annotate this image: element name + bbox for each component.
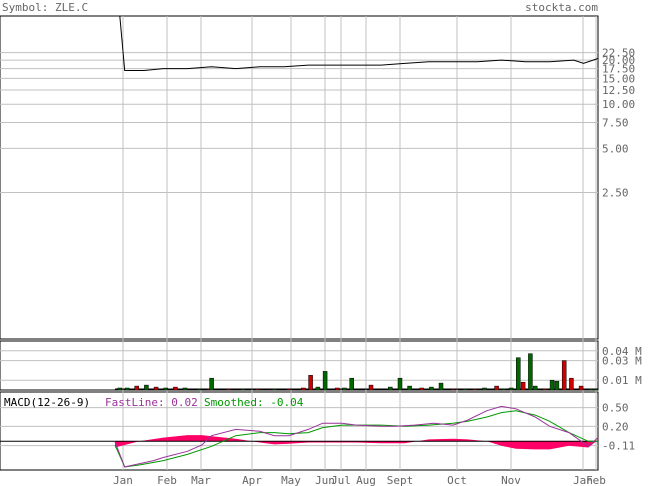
volume-panel-frame bbox=[0, 340, 599, 391]
volume-bar bbox=[197, 388, 202, 391]
month-label: Jun bbox=[315, 474, 335, 486]
symbol-label: Symbol: ZLE.C bbox=[2, 1, 88, 14]
volume-bar bbox=[163, 387, 168, 391]
macd-title: MACD(12-26-9) bbox=[4, 396, 90, 409]
macd-histogram bbox=[115, 435, 598, 450]
month-label: Nov bbox=[501, 474, 521, 486]
macd-layer bbox=[0, 405, 599, 468]
smoothed-label: Smoothed: -0.04 bbox=[204, 396, 304, 409]
month-label: Sept bbox=[387, 474, 414, 486]
volume-bar bbox=[388, 386, 393, 391]
volume-bar bbox=[301, 387, 306, 391]
price-tick-label: 2.50 bbox=[602, 186, 629, 199]
price-tick-label: 22.50 bbox=[602, 47, 635, 60]
volume-bar bbox=[549, 379, 555, 391]
volume-bar bbox=[182, 387, 188, 391]
price-tick-label: 10.00 bbox=[602, 98, 635, 111]
volume-tick-label: 0.04 M bbox=[602, 345, 642, 358]
price-tick-label: 15.00 bbox=[602, 72, 635, 85]
volume-bar bbox=[349, 377, 354, 391]
volume-bar bbox=[508, 387, 514, 391]
volume-bar bbox=[209, 377, 214, 391]
volume-bar bbox=[255, 388, 260, 391]
price-layer bbox=[115, 15, 599, 71]
volume-bar bbox=[286, 388, 292, 391]
volume-bar bbox=[501, 388, 507, 391]
volume-tick-label: 0.01 M bbox=[602, 374, 642, 387]
volume-bar bbox=[516, 357, 521, 391]
volume-bar bbox=[173, 386, 178, 391]
volume-bar bbox=[482, 387, 487, 391]
price-tick-label: 12.50 bbox=[602, 84, 635, 97]
volume-bar bbox=[272, 388, 277, 391]
volume-bar bbox=[532, 385, 538, 391]
price-tick-label: 7.50 bbox=[602, 117, 629, 130]
volume-bar bbox=[528, 353, 533, 391]
volume-bar bbox=[593, 388, 598, 391]
volume-bar bbox=[554, 380, 560, 391]
fastline-label: FastLine: 0.02 bbox=[105, 396, 198, 409]
site-label: stockta.com bbox=[525, 1, 598, 14]
volume-bar bbox=[240, 388, 246, 391]
month-label: Jan bbox=[113, 474, 133, 486]
macd-tick-label: -0.11 bbox=[602, 440, 635, 453]
volume-bar bbox=[407, 385, 412, 391]
macd-panel-frame bbox=[0, 391, 599, 471]
month-label: Oct bbox=[447, 474, 467, 486]
volume-bar bbox=[450, 388, 456, 391]
volume-bar bbox=[438, 382, 444, 391]
volume-bar bbox=[226, 388, 231, 391]
volume-bar bbox=[134, 385, 139, 391]
volume-bar bbox=[153, 386, 159, 391]
volume-bar bbox=[472, 388, 478, 391]
volume-bar bbox=[117, 387, 123, 391]
month-label: Jan bbox=[573, 474, 593, 486]
volume-bar bbox=[368, 384, 374, 391]
month-label: Feb bbox=[586, 474, 606, 486]
volume-bar bbox=[561, 360, 567, 391]
volume-bar bbox=[520, 381, 526, 391]
volume-bar bbox=[462, 388, 468, 391]
volume-bar bbox=[578, 385, 584, 391]
volume-tick-label: 0.03 M bbox=[602, 355, 642, 368]
month-label: Mar bbox=[191, 474, 211, 486]
volume-bar bbox=[124, 387, 130, 391]
volume-bar bbox=[542, 388, 548, 391]
macd-tick-label: 0.50 bbox=[602, 402, 629, 415]
volume-layer bbox=[115, 353, 598, 391]
volume-bar bbox=[144, 384, 149, 391]
volume-bar bbox=[315, 386, 321, 391]
month-label: Jul bbox=[331, 474, 351, 486]
volume-bar bbox=[342, 387, 347, 391]
month-label: Feb bbox=[157, 474, 177, 486]
volume-bar bbox=[494, 385, 499, 391]
price-line bbox=[115, 15, 599, 71]
price-panel-frame bbox=[0, 15, 599, 340]
volume-bar bbox=[429, 386, 434, 391]
volume-bar bbox=[397, 377, 403, 391]
volume-bar bbox=[322, 371, 328, 391]
month-label: Aug bbox=[356, 474, 376, 486]
price-tick-label: 20.00 bbox=[602, 54, 635, 67]
volume-bar bbox=[569, 377, 574, 391]
price-tick-label: 17.50 bbox=[602, 63, 635, 76]
month-label: Apr bbox=[242, 474, 262, 486]
month-label: May bbox=[281, 474, 301, 486]
volume-bar bbox=[308, 375, 313, 391]
price-tick-label: 5.00 bbox=[602, 142, 629, 155]
volume-bar bbox=[588, 388, 594, 391]
volume-bar bbox=[334, 387, 340, 391]
macd-tick-label: 0.20 bbox=[602, 420, 629, 433]
fastline-line bbox=[114, 405, 599, 468]
volume-bar bbox=[419, 387, 424, 391]
